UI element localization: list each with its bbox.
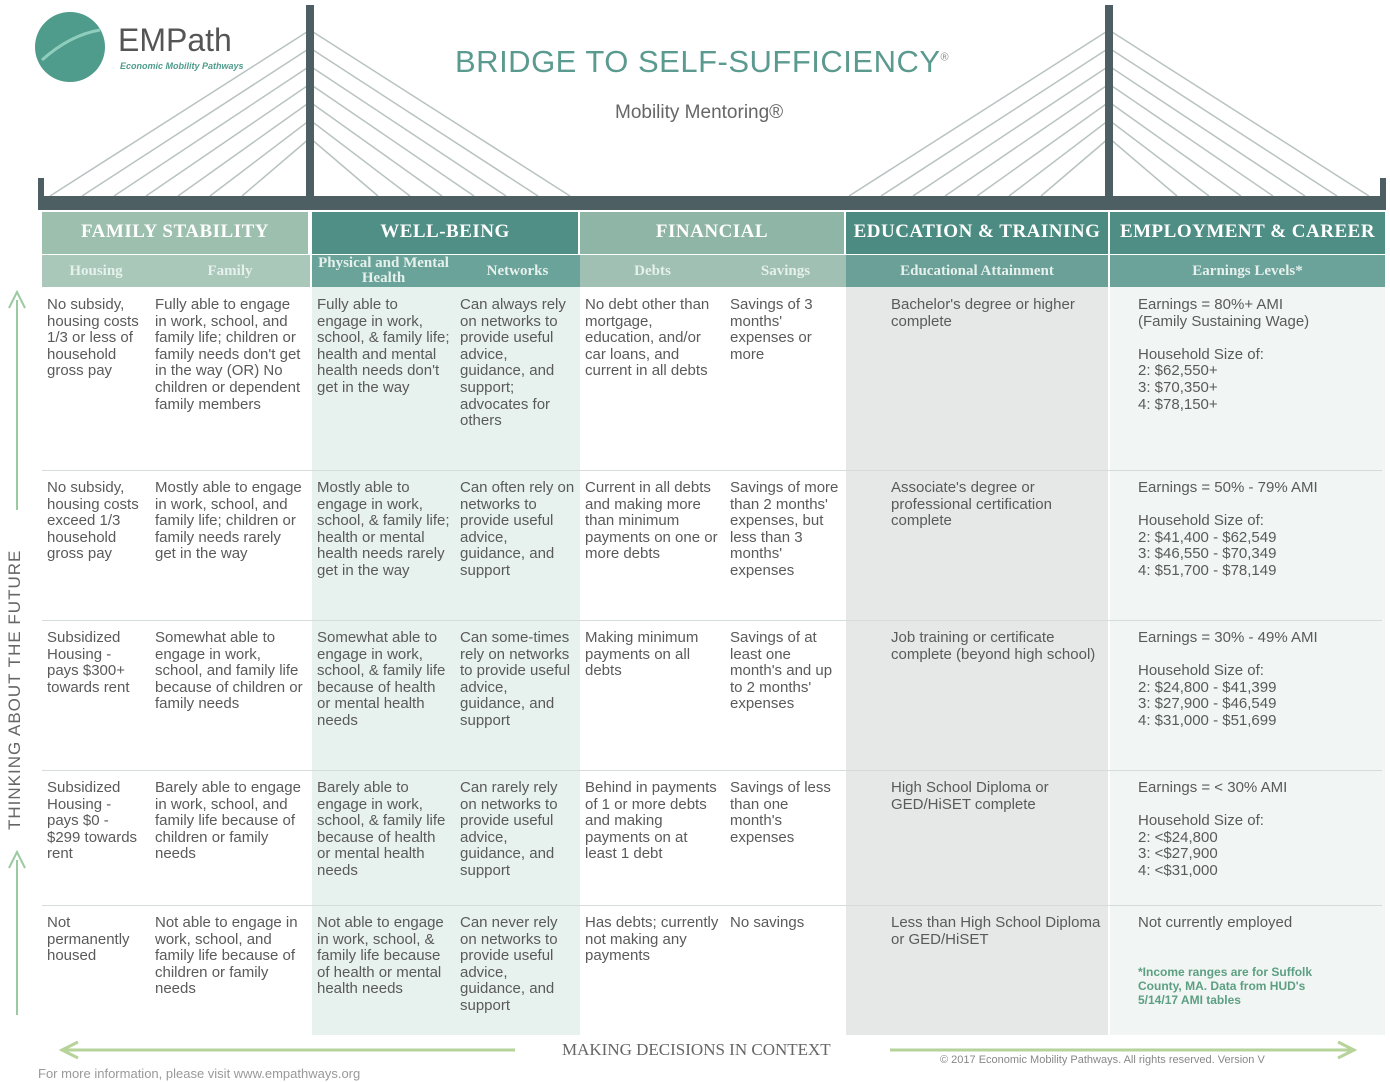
cell: Not permanently housed xyxy=(47,914,130,965)
column-shade xyxy=(1110,287,1385,1035)
cell: Less than High School Diploma or GED/HiS… xyxy=(891,914,1101,948)
row-divider xyxy=(42,905,1382,906)
column-shade xyxy=(455,287,580,1035)
cell: Not able to engage in work, school, & fa… xyxy=(317,914,444,998)
title-mark: ® xyxy=(940,51,950,64)
title-text: BRIDGE TO SELF-SUFFICIENCY xyxy=(455,44,941,79)
earnings-note: *Income ranges are for Suffolk County, M… xyxy=(1138,965,1313,1007)
column-header: Earnings Levels* xyxy=(1110,255,1385,287)
cell: No debt other than mortgage, education, … xyxy=(585,296,710,380)
column-header: Physical and Mental Health xyxy=(312,255,455,287)
cell: Somewhat able to engage in work, school,… xyxy=(155,629,303,713)
cell: Subsidized Housing - pays $0 - $299 towa… xyxy=(47,779,138,863)
column-shade xyxy=(846,287,1108,1035)
row-divider xyxy=(42,620,1382,621)
cell: Earnings = 30% - 49% AMI Household Size … xyxy=(1138,629,1318,729)
footer-left: For more information, please visit www.e… xyxy=(38,1066,361,1081)
pillar-title: EMPLOYMENT & CAREER xyxy=(1110,212,1385,254)
cell: Bachelor's degree or higher complete xyxy=(891,296,1075,330)
column-header: Networks xyxy=(455,255,580,287)
cell: Earnings = 80%+ AMI (Family Sustaining W… xyxy=(1138,296,1310,413)
cell: Mostly able to engage in work, school, a… xyxy=(155,479,302,563)
cell: Barely able to engage in work, school, &… xyxy=(317,779,446,879)
row-divider xyxy=(42,770,1382,771)
cell: No subsidy, housing costs exceed 1/3 hou… xyxy=(47,479,139,563)
cell: Can some-times rely on networks to provi… xyxy=(460,629,571,729)
column-header: Housing xyxy=(42,255,150,287)
logo-tagline: Economic Mobility Pathways xyxy=(120,61,244,71)
pillar-title: FAMILY STABILITY xyxy=(42,212,308,254)
cell: Behind in payments of 1 or more debts an… xyxy=(585,779,717,863)
title: BRIDGE TO SELF-SUFFICIENCY® xyxy=(455,44,949,80)
cell: Barely able to engage in work, school, a… xyxy=(155,779,301,863)
cell: High School Diploma or GED/HiSET complet… xyxy=(891,779,1049,813)
cell: Earnings = < 30% AMI Household Size of: … xyxy=(1138,779,1288,879)
pillar-title: EDUCATION & TRAINING xyxy=(846,212,1108,254)
cell: Earnings = 50% - 79% AMI Household Size … xyxy=(1138,479,1318,579)
logo-name: EMPath xyxy=(118,22,232,58)
cell: Fully able to engage in work, school, & … xyxy=(317,296,450,396)
cell: Job training or certificate complete (be… xyxy=(891,629,1096,663)
pillar-title: WELL-BEING xyxy=(312,212,578,254)
column-shade xyxy=(312,287,455,1035)
column-header: Family xyxy=(150,255,310,287)
row-divider xyxy=(42,470,1382,471)
cell: Savings of more than 2 months' expenses,… xyxy=(730,479,839,579)
column-header: Debts xyxy=(580,255,725,287)
cell: Savings of less than one month's expense… xyxy=(730,779,831,846)
cell: No subsidy, housing costs 1/3 or less of… xyxy=(47,296,139,380)
cell: Can often rely on networks to provide us… xyxy=(460,479,575,579)
footer-right: © 2017 Economic Mobility Pathways. All r… xyxy=(940,1054,1265,1066)
cell: Can always rely on networks to provide u… xyxy=(460,296,566,430)
cell: Current in all debts and making more tha… xyxy=(585,479,718,563)
cell: Not currently employed xyxy=(1138,914,1293,931)
cell: Savings of 3 months' expenses or more xyxy=(730,296,813,363)
cell: Can never rely on networks to provide us… xyxy=(460,914,558,1014)
subtitle: Mobility Mentoring® xyxy=(615,102,784,123)
cell: Fully able to engage in work, school, an… xyxy=(155,296,301,413)
column-header: Savings xyxy=(725,255,846,287)
pillar-title: FINANCIAL MANAGEMENT xyxy=(580,212,844,282)
cell: Not able to engage in work, school, and … xyxy=(155,914,298,998)
column-header: Educational Attainment xyxy=(846,255,1108,287)
cell: No savings xyxy=(730,914,805,931)
cell: Has debts; currently not making any paym… xyxy=(585,914,719,965)
cell: Making minimum payments on all debts xyxy=(585,629,699,680)
side-label: THINKING ABOUT THE FUTURE xyxy=(5,549,24,830)
cell: Can rarely rely on networks to provide u… xyxy=(460,779,558,879)
cell: Savings of at least one month's and up t… xyxy=(730,629,833,713)
bottom-label: MAKING DECISIONS IN CONTEXT xyxy=(562,1040,831,1059)
cell: Somewhat able to engage in work, school,… xyxy=(317,629,446,729)
cell: Mostly able to engage in work, school, &… xyxy=(317,479,450,579)
cell: Associate's degree or professional certi… xyxy=(891,479,1052,530)
cell: Subsidized Housing - pays $300+ towards … xyxy=(47,629,130,696)
